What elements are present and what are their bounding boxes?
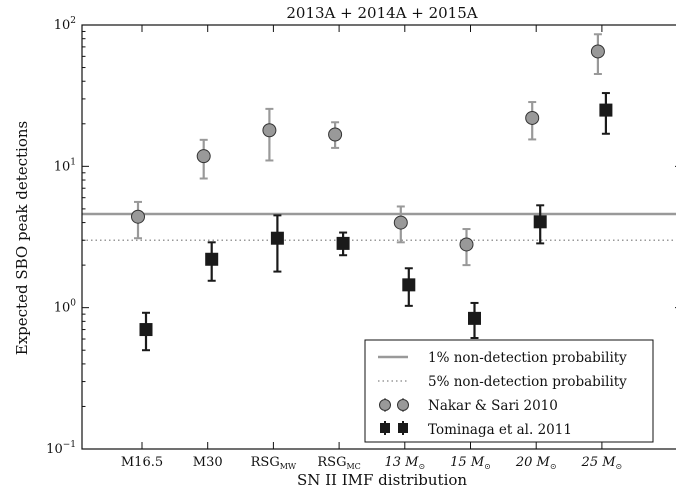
nakar-point [525,101,540,141]
marker-square [533,215,547,229]
nakar-point [590,33,605,76]
marker-square [270,231,284,245]
x-tick-label: 25 M⊙ [581,455,623,471]
nakar-point [196,138,211,180]
x-tick-label: 15 M⊙ [450,455,491,471]
tominaga-point [270,214,284,273]
marker-square [599,103,613,117]
tominaga-point [402,267,416,307]
legend: 1% non-detection probability 5% non-dete… [364,339,654,443]
y-tick-label: 102 [54,16,76,33]
legend-swatch-tominaga [380,421,408,435]
nakar-point [393,205,408,244]
legend-label-1pct: 1% non-detection probability [428,350,627,366]
legend-box [364,339,654,443]
tominaga-point [205,241,219,282]
nakar-point [459,228,474,267]
reference-lines [82,212,676,241]
y-axis-label: Expected SBO peak detections [13,121,31,356]
x-tick-label: 20 M⊙ [515,455,557,471]
y-tick-label: 101 [54,157,76,174]
y-tick-label: 10−1 [46,440,76,457]
nakar-point [262,107,277,162]
axis-ticks: 10−1 100 101 102 M16.5 M30 RSGMW RSGMC 13 M⊙ 15 M… [46,16,676,471]
marker-circle [196,149,211,164]
x-tick-label: RSGMW [251,455,297,471]
series-layer [131,33,613,352]
x-tick-label: M16.5 [121,455,163,470]
nakar-point [131,200,145,240]
x-tick-label: M30 [193,455,223,470]
marker-circle [393,215,408,230]
marker-circle [262,123,277,138]
marker-circle [328,127,343,142]
marker-circle [590,44,605,59]
chart-title: 2013A + 2014A + 2015A [286,4,477,22]
legend-label-tominaga: Tominaga et al. 2011 [428,422,572,438]
marker-square [139,323,153,337]
tominaga-point [599,92,613,135]
marker-square [205,252,219,266]
x-tick-label: RSGMC [317,455,360,471]
tominaga-point [468,301,481,340]
nakar-point [328,121,343,149]
tominaga-point [533,204,547,245]
marker-circle [131,209,145,224]
marker-square [336,236,350,250]
y-tick-label: 100 [54,299,77,316]
marker-circle [459,237,474,252]
tominaga-point [336,231,350,257]
x-axis-label: SN II IMF distribution [297,471,467,489]
legend-label-5pct: 5% non-detection probability [428,374,627,390]
marker-square [468,311,481,325]
plot-frame [81,24,676,450]
marker-circle [525,110,540,125]
tominaga-point [139,311,153,352]
x-tick-label: 13 M⊙ [384,455,425,471]
legend-swatch-nakar [379,398,409,412]
legend-label-nakar: Nakar & Sari 2010 [428,398,558,414]
marker-square [402,278,416,292]
